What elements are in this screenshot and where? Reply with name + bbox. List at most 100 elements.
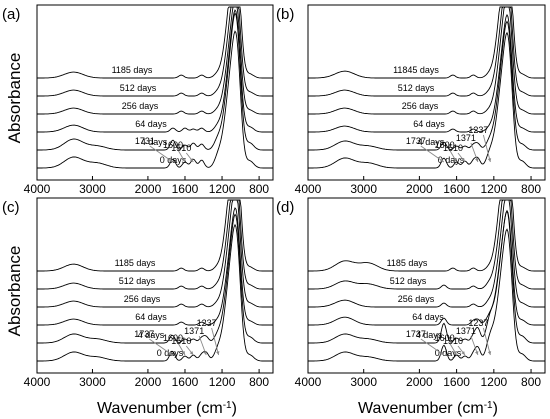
x-tick-label: 1200 xyxy=(480,375,507,389)
x-tick-label: 800 xyxy=(521,182,541,196)
peak-annotation: 1237 xyxy=(468,125,488,135)
series-label: 0 days xyxy=(438,155,465,165)
x-tick-label: 1200 xyxy=(209,375,236,389)
chart-panel-a: (a) 4000 3000 2000 1600 1200 800 0 days 4 days 64… xyxy=(2,4,274,196)
plot-frame xyxy=(307,4,546,181)
series-line xyxy=(308,209,545,326)
series-line xyxy=(37,30,273,169)
series-label: 512 days xyxy=(390,276,427,286)
series-label: 4 days xyxy=(416,330,443,340)
annotation-arrowhead xyxy=(203,351,207,355)
series-label: 4 days xyxy=(418,137,445,147)
x-tick-label: 3000 xyxy=(79,375,106,389)
series-label: 64 days xyxy=(413,119,445,129)
annotation-arrow xyxy=(149,338,173,356)
x-axis-label-sup: -1 xyxy=(484,400,493,411)
series-label: 256 days xyxy=(402,101,439,111)
x-axis-label-main: Wavenumber (cm xyxy=(358,400,484,417)
series-line xyxy=(308,210,545,344)
peak-annotation: 1737 xyxy=(134,329,154,339)
series-line xyxy=(37,223,273,362)
peak-annotation: 1371 xyxy=(456,133,476,143)
y-axis-label-top: Absorbance xyxy=(5,53,24,144)
x-axis-label-end: ) xyxy=(232,400,237,417)
annotation-arrow xyxy=(482,327,491,356)
plot-frame xyxy=(307,197,546,374)
annotation-arrowhead xyxy=(439,158,444,162)
annotation-arrowhead xyxy=(181,158,185,162)
x-tick-label: 800 xyxy=(521,375,541,389)
annotation-arrow xyxy=(149,145,174,163)
peak-annotation: 1737 xyxy=(406,329,426,339)
annotation-arrowhead xyxy=(168,158,173,162)
series-label: 512 days xyxy=(120,83,157,93)
peak-annotation: 1510 xyxy=(171,143,191,153)
x-axis-label-sup: -1 xyxy=(223,400,232,411)
annotation-arrowhead xyxy=(189,351,194,355)
x-tick-label: 4000 xyxy=(295,182,322,196)
x-tick-label: 800 xyxy=(249,375,269,389)
series-line xyxy=(308,31,545,169)
x-tick-label: 3000 xyxy=(350,375,377,389)
panel-label: (c) xyxy=(2,199,20,216)
peak-annotation: 1600 xyxy=(435,333,455,343)
annotation-arrow xyxy=(211,327,220,356)
chart-panel-b: (b) 4000 3000 2000 1600 1200 800 0 days 4 days 64… xyxy=(276,4,546,196)
x-axis-label-right: Wavenumber (cm-1) xyxy=(358,400,498,418)
series-label: 0 days xyxy=(160,155,187,165)
x-tick-label: 4000 xyxy=(24,375,51,389)
x-tick-label: 3000 xyxy=(79,182,106,196)
series-label: 256 days xyxy=(122,101,159,111)
peak-annotation: 1237 xyxy=(197,318,217,328)
peak-annotation: 1600 xyxy=(163,140,183,150)
peak-annotation: 1737 xyxy=(406,136,426,146)
series-line xyxy=(308,199,545,272)
x-tick-label: 2000 xyxy=(406,375,433,389)
annotation-arrowhead xyxy=(453,158,457,162)
series-label: 4 days xyxy=(138,330,165,340)
x-tick-label: 2000 xyxy=(135,182,162,196)
series-label: 64 days xyxy=(135,312,167,322)
series-line xyxy=(37,9,273,133)
series-line xyxy=(308,13,545,133)
panel-label: (a) xyxy=(2,6,20,23)
annotation-arrow xyxy=(420,338,445,356)
series-line xyxy=(37,6,273,79)
series-label: 64 days xyxy=(412,312,444,322)
series-line xyxy=(37,12,273,151)
peak-annotation: 1237 xyxy=(468,318,488,328)
series-line xyxy=(37,207,273,326)
panels: (a) 4000 3000 2000 1600 1200 800 0 days 4 days 64… xyxy=(2,4,546,389)
series-label: 512 days xyxy=(398,83,435,93)
annotation-arrowhead xyxy=(487,158,492,162)
annotation-arrow xyxy=(420,145,445,163)
series-label: 256 days xyxy=(398,294,435,304)
x-tick-label: 2000 xyxy=(135,375,162,389)
peak-annotation: 1371 xyxy=(184,326,204,336)
series-line xyxy=(308,199,545,308)
annotation-arrowhead xyxy=(189,158,194,162)
series-label: 11845 days xyxy=(393,65,439,75)
series-line xyxy=(308,228,545,362)
annotation-arrowhead xyxy=(453,351,457,355)
series-label: 1185 days xyxy=(115,258,156,268)
peak-annotation: 1510 xyxy=(443,143,463,153)
annotation-arrowhead xyxy=(475,158,479,162)
annotation-arrowhead xyxy=(461,158,465,162)
peak-annotation: 1371 xyxy=(456,326,476,336)
chart-panel-d: (d) 4000 3000 2000 1600 1200 800 0 days 4 days 64… xyxy=(276,197,546,389)
x-tick-label: 1600 xyxy=(443,182,470,196)
peak-annotation: 1731 xyxy=(135,136,155,146)
x-axis-label-end: ) xyxy=(493,400,498,417)
peak-annotation: 1600 xyxy=(163,333,183,343)
x-tick-label: 1600 xyxy=(172,375,199,389)
annotation-arrowhead xyxy=(181,351,185,355)
series-label: 512 days xyxy=(119,276,156,286)
annotation-arrowhead xyxy=(216,351,220,355)
x-tick-label: 4000 xyxy=(24,182,51,196)
x-axis-label-left: Wavenumber (cm-1) xyxy=(97,400,237,418)
series-line xyxy=(37,199,273,308)
x-tick-label: 4000 xyxy=(295,375,322,389)
